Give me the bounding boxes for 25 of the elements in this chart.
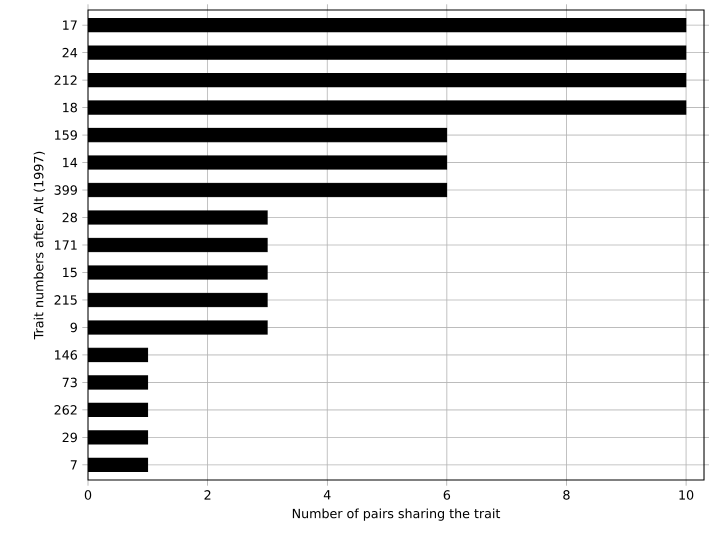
y-tick-label: 14 bbox=[63, 158, 78, 168]
y-tick-label: 24 bbox=[62, 48, 78, 58]
y-tick-label: 18 bbox=[63, 102, 77, 112]
x-tick-label: 6 bbox=[444, 490, 450, 500]
y-tick-label: 17 bbox=[63, 20, 77, 30]
y-tick-label: 7 bbox=[70, 460, 77, 470]
x-tick-label: 10 bbox=[679, 490, 694, 500]
y-tick-label: 28 bbox=[62, 212, 77, 222]
y-axis-title: Trait numbers after Alt (1997) bbox=[34, 152, 45, 340]
y-tick-label: 15 bbox=[63, 268, 77, 278]
x-tick-label: 4 bbox=[324, 490, 331, 500]
y-tick-label: 146 bbox=[55, 350, 78, 360]
y-tick-label: 262 bbox=[54, 405, 77, 415]
x-tick-label: 0 bbox=[84, 490, 92, 500]
y-tick-label: 215 bbox=[54, 295, 77, 305]
y-tick-label: 212 bbox=[54, 75, 77, 85]
x-axis-title: Number of pairs sharing the trait bbox=[292, 508, 500, 521]
y-tick-label: 159 bbox=[55, 130, 77, 140]
y-tick-label: 171 bbox=[55, 240, 77, 250]
x-tick-label: 2 bbox=[204, 490, 210, 500]
y-tick-label: 9 bbox=[70, 322, 77, 332]
y-tick-label: 399 bbox=[54, 185, 77, 195]
y-tick-label: 29 bbox=[62, 432, 77, 442]
x-tick-label: 8 bbox=[563, 490, 570, 500]
y-tick-label: 73 bbox=[62, 378, 77, 388]
